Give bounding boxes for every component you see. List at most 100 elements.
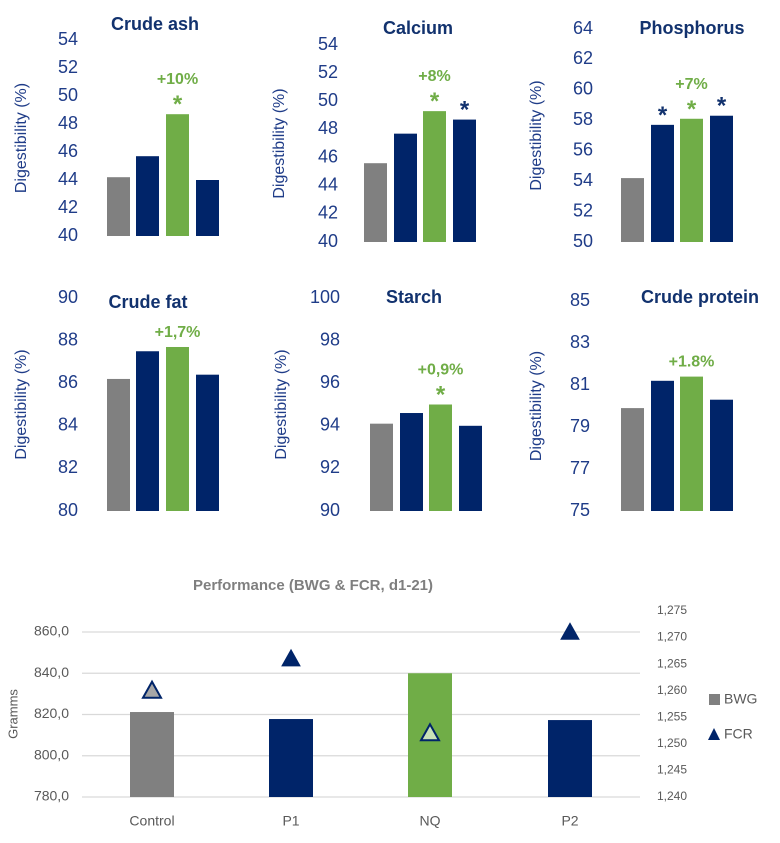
chart-title: Crude fat (108, 292, 187, 312)
y-tick-label: 860,0 (34, 623, 69, 639)
bar-control (107, 378, 130, 511)
fcr-marker-p2 (560, 622, 580, 640)
y-tick-label: 62 (573, 48, 593, 68)
y-tick-label: 82 (58, 457, 78, 477)
y2-tick-label: 1,245 (657, 763, 687, 777)
legend-fcr-swatch (708, 728, 720, 740)
y-tick-label: 52 (573, 200, 593, 220)
y-tick-label: 100 (310, 287, 340, 307)
chart-title: Starch (386, 287, 442, 307)
bar-control (364, 163, 387, 242)
percent-change-label: +0,9% (418, 362, 464, 379)
y-tick-label: 40 (318, 231, 338, 251)
bwg-bar-control (130, 712, 174, 797)
bar-nq (429, 404, 452, 511)
percent-change-label: +8% (418, 68, 450, 85)
y2-tick-label: 1,270 (657, 630, 687, 644)
digestibility-chart-starch: Starch Digestibility (%) 90 92 94 96 98 100 * +0,… (273, 287, 482, 520)
bar-p2 (196, 374, 219, 511)
y-axis-label: Gramms (5, 689, 20, 739)
y-tick-label: 56 (573, 139, 593, 159)
y-tick-label: 54 (573, 170, 593, 190)
y-tick-label: 92 (320, 457, 340, 477)
bar-p1 (136, 351, 159, 511)
significance-star: * (173, 91, 183, 118)
x-tick-label: P1 (282, 813, 299, 829)
significance-star: * (687, 96, 697, 123)
fcr-marker-nq (419, 722, 441, 742)
y-tick-label: 780,0 (34, 788, 69, 804)
y-tick-label: 75 (570, 500, 590, 520)
x-tick-label: P2 (561, 813, 578, 829)
fcr-marker-control (141, 679, 163, 699)
bar-nq (680, 118, 703, 242)
bar-p2 (453, 119, 476, 242)
digestibility-chart-calcium: Calcium Digestibility (%) 40 42 44 46 48 50 52 54… (271, 18, 476, 251)
y-tick-label: 52 (58, 57, 78, 77)
y2-tick-label: 1,265 (657, 656, 687, 670)
digestibility-chart-crude-protein: Crude protein Digestibility (%) 75 77 79 81 83… (528, 287, 759, 520)
y-tick-label: 40 (58, 225, 78, 245)
y2-tick-label: 1,255 (657, 709, 687, 723)
y-tick-label: 88 (58, 329, 78, 349)
percent-change-label: +10% (157, 71, 198, 88)
chart-title: Performance (BWG & FCR, d1-21) (193, 577, 433, 594)
y-tick-label: 48 (318, 118, 338, 138)
legend-fcr-label: FCR (724, 726, 753, 742)
chart-title: Crude protein (641, 287, 759, 307)
y-tick-label: 86 (58, 372, 78, 392)
performance-chart: Performance (BWG & FCR, d1-21) 780,0 800,0… (5, 577, 757, 829)
bar-nq (166, 114, 189, 236)
y-tick-label: 42 (318, 203, 338, 223)
legend-bwg-label: BWG (724, 691, 757, 707)
y-tick-label: 840,0 (34, 664, 69, 680)
y-tick-label: 46 (58, 141, 78, 161)
bar-p1 (651, 124, 674, 242)
y-tick-label: 800,0 (34, 746, 69, 762)
bar-nq (166, 346, 189, 511)
y-tick-label: 96 (320, 372, 340, 392)
fcr-marker-p1 (281, 648, 301, 667)
y-axis-label: Digestibility (%) (528, 80, 545, 190)
y-tick-label: 90 (58, 287, 78, 307)
y-axis-label: Digestibility (%) (13, 83, 30, 193)
bar-control (621, 408, 644, 511)
y-tick-label: 54 (318, 34, 338, 54)
y-tick-label: 44 (318, 174, 338, 194)
y-tick-label: 42 (58, 197, 78, 217)
y-axis-label: Digestibility (%) (271, 88, 288, 198)
y-tick-label: 77 (570, 458, 590, 478)
y-axis-label: Digestibility (%) (273, 349, 290, 459)
y2-tick-label: 1,250 (657, 736, 687, 750)
y-tick-label: 64 (573, 18, 593, 38)
y-tick-label: 58 (573, 109, 593, 129)
y-tick-label: 50 (318, 90, 338, 110)
y-tick-label: 80 (58, 500, 78, 520)
y2-tick-label: 1,240 (657, 789, 687, 803)
bar-p2 (459, 425, 482, 511)
y-tick-label: 48 (58, 113, 78, 133)
y-tick-label: 60 (573, 79, 593, 99)
y2-tick-label: 1,260 (657, 683, 687, 697)
y-tick-label: 52 (318, 62, 338, 82)
bwg-bar-p1 (269, 719, 313, 797)
y-tick-label: 94 (320, 415, 340, 435)
y-tick-label: 84 (58, 415, 78, 435)
digestibility-chart-phosphorus: Phosphorus Digestibility (%) 50 52 54 56 58 60 6… (528, 18, 744, 251)
y-tick-label: 81 (570, 374, 590, 394)
y-tick-label: 98 (320, 329, 340, 349)
x-tick-label: Control (129, 813, 174, 829)
significance-star: * (460, 97, 470, 124)
chart-title: Phosphorus (639, 18, 744, 38)
digestibility-chart-crude-fat: Crude fat Digestibility (%) 80 82 84 86 88 90 +1… (13, 287, 219, 520)
y-tick-label: 50 (58, 85, 78, 105)
bar-nq (680, 376, 703, 511)
significance-star: * (436, 382, 446, 409)
y-tick-label: 79 (570, 416, 590, 436)
percent-change-label: +1.8% (669, 354, 715, 371)
bar-control (370, 423, 393, 511)
bar-p1 (400, 413, 423, 511)
significance-star: * (717, 93, 727, 120)
y-tick-label: 83 (570, 332, 590, 352)
